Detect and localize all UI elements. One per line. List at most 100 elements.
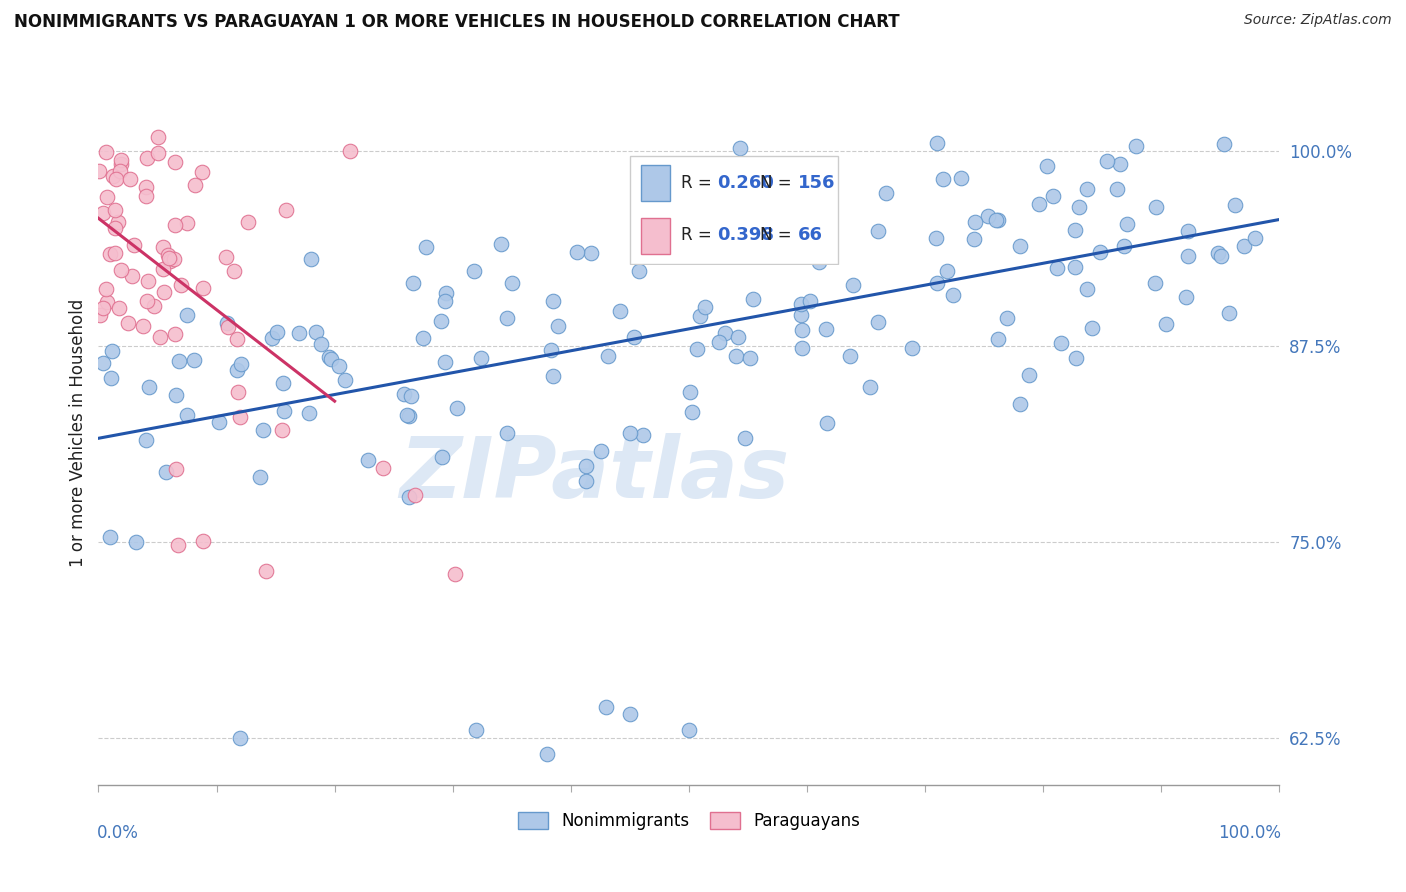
Point [575, 459, 598, 474]
Text: 66: 66 [799, 227, 823, 244]
Point [730, 223, 752, 237]
Point [638, 228, 661, 243]
Point [138, 274, 160, 288]
Text: ZIPatlas: ZIPatlas [399, 434, 790, 516]
Point [579, 245, 602, 260]
Point [104, 246, 127, 260]
Point [984, 213, 1007, 227]
Point [1174, 290, 1197, 304]
Point [1209, 249, 1232, 263]
Point [152, 240, 174, 254]
Point [1223, 198, 1246, 212]
Point [636, 227, 658, 241]
Point [924, 231, 946, 245]
Point [273, 404, 295, 418]
Text: 0.398: 0.398 [717, 227, 775, 244]
Point [866, 224, 889, 238]
Point [91, 301, 114, 315]
Point [146, 145, 169, 160]
Point [1125, 139, 1147, 153]
Point [392, 387, 415, 401]
Point [252, 423, 274, 437]
Point [547, 319, 569, 334]
Point [104, 203, 127, 218]
Point [229, 357, 252, 371]
Point [434, 285, 457, 300]
Point [1018, 368, 1040, 382]
Point [357, 452, 380, 467]
Point [540, 343, 562, 357]
Point [1064, 223, 1087, 237]
Point [136, 293, 159, 308]
Point [925, 136, 948, 150]
Point [156, 248, 179, 262]
Point [963, 232, 986, 246]
Point [217, 319, 239, 334]
Point [110, 262, 132, 277]
Point [1156, 317, 1178, 331]
Point [679, 384, 702, 399]
Point [157, 252, 180, 266]
Point [681, 231, 703, 245]
Point [752, 245, 775, 260]
Point [496, 310, 519, 325]
Point [799, 293, 821, 308]
Point [318, 351, 340, 365]
Point [163, 327, 186, 342]
Point [434, 355, 457, 369]
Point [249, 470, 271, 484]
Point [1076, 282, 1098, 296]
Point [299, 252, 322, 266]
Point [839, 350, 862, 364]
Point [430, 450, 453, 465]
Point [718, 158, 741, 172]
Point [117, 316, 139, 330]
Point [309, 337, 332, 351]
Point [790, 308, 813, 322]
FancyBboxPatch shape [630, 156, 838, 264]
Point [328, 359, 350, 373]
Point [790, 323, 813, 337]
Point [681, 405, 703, 419]
Point [118, 171, 141, 186]
Point [398, 490, 420, 504]
Point [135, 434, 157, 448]
Point [222, 264, 245, 278]
Point [183, 178, 205, 192]
Point [995, 311, 1018, 326]
Point [1143, 277, 1166, 291]
Point [228, 384, 250, 399]
Text: R =: R = [681, 227, 717, 244]
Point [841, 277, 863, 292]
Point [744, 165, 766, 179]
Point [276, 203, 298, 218]
Point [339, 144, 361, 158]
Point [868, 315, 890, 329]
Point [1116, 217, 1139, 231]
Point [963, 215, 986, 229]
Point [159, 253, 181, 268]
Point [215, 250, 238, 264]
Point [183, 352, 205, 367]
Point [536, 747, 558, 761]
Point [135, 179, 157, 194]
Bar [641, 218, 671, 254]
Point [792, 342, 814, 356]
Point [104, 172, 127, 186]
Point [305, 326, 328, 340]
Point [1064, 260, 1087, 274]
Point [598, 349, 620, 363]
Point [110, 153, 132, 167]
Point [1088, 245, 1111, 260]
Point [96, 190, 118, 204]
Point [191, 281, 214, 295]
Point [495, 425, 517, 440]
Point [101, 344, 124, 359]
Point [191, 165, 214, 179]
Point [229, 409, 252, 424]
Point [927, 277, 949, 291]
Point [136, 152, 159, 166]
Point [725, 350, 748, 364]
Point [443, 567, 465, 582]
Point [149, 329, 172, 343]
